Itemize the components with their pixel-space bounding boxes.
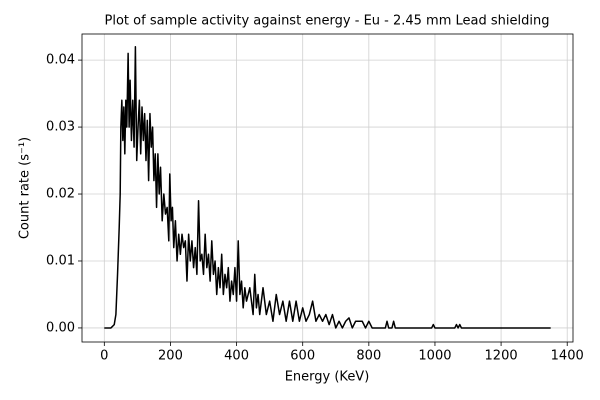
y-tick-label: 0.00	[46, 320, 75, 335]
y-axis-label: Count rate (s⁻¹)	[18, 137, 33, 239]
x-tick-label: 1400	[551, 349, 584, 364]
x-tick-label: 400	[224, 349, 249, 364]
y-tick-label: 0.03	[46, 120, 75, 135]
data-line	[104, 45, 551, 329]
x-tick-label: 1000	[418, 349, 451, 364]
y-tick-label: 0.04	[46, 53, 75, 68]
x-tick-label: 1200	[485, 349, 518, 364]
x-tick-label: 600	[290, 349, 315, 364]
x-tick-label: 800	[356, 349, 381, 364]
plot-frame	[81, 33, 574, 343]
x-tick-label: 200	[158, 349, 183, 364]
x-tick-label: 0	[100, 349, 108, 364]
y-tick-label: 0.02	[46, 187, 75, 202]
y-tick-label: 0.01	[46, 253, 75, 268]
x-axis-label: Energy (KeV)	[285, 370, 370, 385]
chart-title: Plot of sample activity against energy -…	[105, 14, 550, 29]
